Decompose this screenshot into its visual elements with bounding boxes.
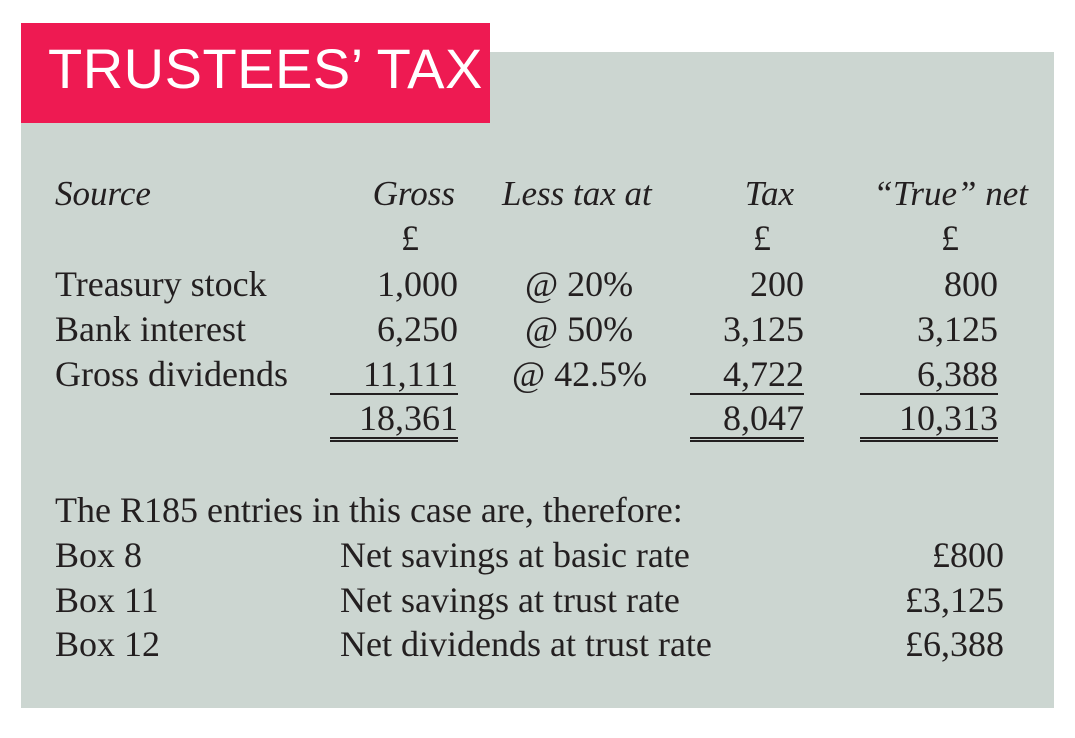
r185-box-8-description: Net savings at basic rate [340,537,690,573]
row-dividends-net: 6,388 [860,356,998,395]
header-gross: Gross [330,176,455,211]
header-true-net: “True” net [840,176,1028,211]
row-dividends-source: Gross dividends [55,356,288,392]
header-tax: Tax [690,176,794,211]
r185-box-11-description: Net savings at trust rate [340,582,680,618]
total-gross: 18,361 [330,400,458,442]
row-dividends-gross: 11,111 [330,356,458,395]
row-treasury-gross: 1,000 [330,266,458,302]
row-bank-gross: 6,250 [330,311,458,347]
row-treasury-tax: 200 [690,266,804,302]
row-treasury-net: 800 [860,266,998,302]
r185-box-12-amount: £6,388 [860,626,1004,662]
unit-true-net: £ [930,220,970,256]
r185-box-11: Box 11 [55,582,159,618]
header-less-tax: Less tax at [502,176,652,211]
unit-tax: £ [742,220,782,256]
total-tax: 8,047 [690,400,804,442]
row-bank-rate: @ 50% [525,311,633,347]
row-treasury-source: Treasury stock [55,266,267,302]
r185-box-12-description: Net dividends at trust rate [340,626,712,662]
row-dividends-rate: @ 42.5% [512,356,647,392]
header-source: Source [55,176,151,211]
row-bank-tax: 3,125 [690,311,804,347]
title-banner: TRUSTEES’ TAX [21,23,490,123]
r185-intro: The R185 entries in this case are, there… [55,492,683,528]
r185-box-8: Box 8 [55,537,142,573]
row-treasury-rate: @ 20% [525,266,633,302]
unit-gross: £ [390,220,430,256]
row-bank-source: Bank interest [55,311,246,347]
row-bank-net: 3,125 [860,311,998,347]
r185-box-12: Box 12 [55,626,160,662]
r185-box-8-amount: £800 [860,537,1004,573]
r185-box-11-amount: £3,125 [860,582,1004,618]
total-net: 10,313 [860,400,998,442]
page-title: TRUSTEES’ TAX [48,41,483,97]
row-dividends-tax: 4,722 [690,356,804,395]
